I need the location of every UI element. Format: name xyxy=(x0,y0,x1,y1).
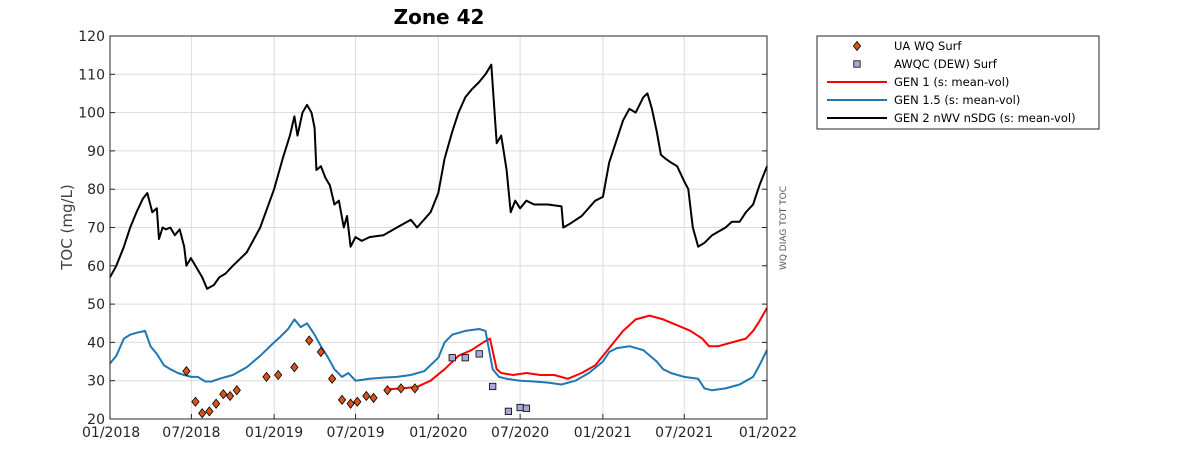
series-lines xyxy=(109,63,768,392)
data-point-diamond xyxy=(328,373,337,384)
y-tick-label: 70 xyxy=(87,221,105,237)
series-line-gen-2-nwv-nsdg-s-mean-vol xyxy=(109,63,768,290)
legend-entry: GEN 1.5 (s: mean-vol) xyxy=(894,93,1020,107)
x-tick-label: 01/2020 xyxy=(409,425,467,441)
data-point-square xyxy=(475,350,483,358)
y-tick-label: 100 xyxy=(78,106,105,122)
legend-entry: GEN 2 nWV nSDG (s: mean-vol) xyxy=(894,111,1076,125)
y-tick-label: 50 xyxy=(87,297,105,313)
data-point-diamond xyxy=(232,385,241,396)
y-tick-label: 110 xyxy=(78,67,105,83)
data-point-diamond xyxy=(205,406,214,417)
data-point-diamond xyxy=(337,394,347,405)
y-tick-label: 30 xyxy=(87,374,105,390)
grid xyxy=(109,35,768,420)
x-tick-label: 07/2020 xyxy=(491,425,549,441)
y-tick-label: 120 xyxy=(78,29,105,45)
chart-title: Zone 42 xyxy=(394,5,485,29)
data-point-diamond xyxy=(262,371,271,383)
x-tick-label: 01/2018 xyxy=(82,425,140,441)
data-point-square xyxy=(448,354,456,362)
data-point-diamond xyxy=(198,408,207,419)
data-point-diamond xyxy=(316,346,326,358)
series-line-gen-1.5-s-mean-vol xyxy=(109,318,768,392)
x-tick-label: 07/2019 xyxy=(326,425,384,441)
data-point-diamond xyxy=(362,390,371,402)
data-point-diamond xyxy=(346,398,355,409)
x-tick-label: 01/2021 xyxy=(574,425,632,441)
data-point-diamond xyxy=(396,383,406,394)
y-axis-ticks: 20 30 40 50 60 70 80 90 100 110 120 xyxy=(78,29,767,428)
y-tick-label: 60 xyxy=(87,259,105,275)
data-point-diamond xyxy=(191,396,200,407)
legend-entry: AWQC (DEW) Surf xyxy=(894,57,998,71)
series-line-gen-1-s-mean-vol xyxy=(389,307,768,391)
legend-swatch xyxy=(852,40,862,52)
y-tick-label: 20 xyxy=(87,412,105,428)
y-tick-label: 80 xyxy=(87,182,105,198)
y-tick-label: 40 xyxy=(87,335,105,351)
data-point-diamond xyxy=(274,369,283,381)
data-point-diamond xyxy=(182,365,191,377)
data-point-diamond xyxy=(383,385,392,396)
data-point-diamond xyxy=(369,392,378,404)
x-tick-label: 07/2021 xyxy=(655,425,713,441)
data-point-square xyxy=(504,407,513,415)
x-tick-label: 01/2022 xyxy=(739,425,797,441)
series-markers xyxy=(182,335,531,419)
data-point-square xyxy=(489,382,497,391)
data-point-diamond xyxy=(353,396,362,407)
x-axis-ticks: 01/2018 07/2018 01/2019 07/2019 01/2020 07/20… xyxy=(82,414,797,441)
side-label: WQ DIAG TOT TOC xyxy=(779,186,789,270)
data-point-diamond xyxy=(212,398,221,409)
legend-entry: GEN 1 (s: mean-vol) xyxy=(894,75,1009,89)
x-tick-label: 07/2018 xyxy=(162,425,220,441)
legend-entry: UA WQ Surf xyxy=(894,39,962,53)
x-tick-label: 01/2019 xyxy=(245,425,303,441)
data-point-diamond xyxy=(290,362,299,373)
y-axis-label: TOC (mg/L) xyxy=(58,184,76,270)
legend-swatch xyxy=(853,60,861,68)
data-point-square xyxy=(522,404,531,412)
data-point-diamond xyxy=(225,390,235,402)
y-tick-label: 90 xyxy=(87,144,105,160)
data-point-square xyxy=(461,354,469,362)
data-point-diamond xyxy=(305,335,314,346)
data-point-diamond xyxy=(219,388,228,400)
legend: UA WQ Surf AWQC (DEW) Surf GEN 1 (s: mean-… xyxy=(816,35,1100,130)
data-point-diamond xyxy=(410,383,420,394)
data-point-square xyxy=(516,403,524,412)
